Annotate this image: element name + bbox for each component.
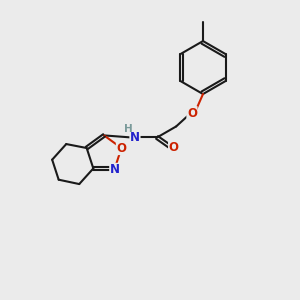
Text: O: O [187, 107, 197, 120]
Text: N: N [110, 164, 120, 176]
Text: N: N [130, 131, 140, 144]
Text: H: H [124, 124, 133, 134]
Text: O: O [116, 142, 126, 154]
Text: O: O [169, 140, 178, 154]
